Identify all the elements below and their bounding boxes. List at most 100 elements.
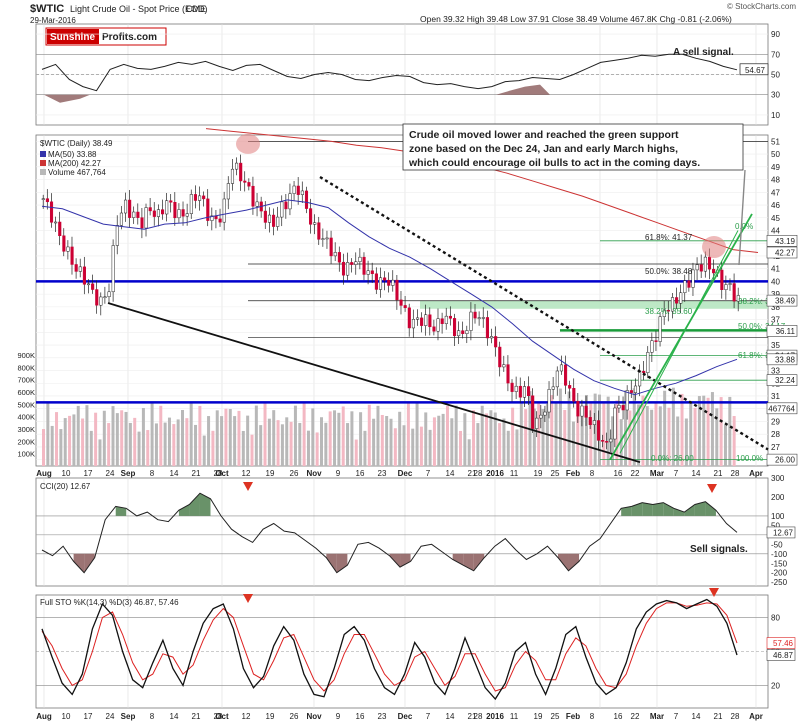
volume-bar — [576, 401, 580, 466]
cci-overbought-fill — [199, 493, 211, 516]
price-x-label: Feb — [566, 469, 580, 478]
candle-body — [621, 405, 625, 411]
price-badge — [766, 246, 798, 259]
rsi-tick-label: 90 — [771, 30, 780, 39]
candle-body — [86, 283, 91, 286]
price-tick-label: 44 — [771, 226, 780, 235]
volume-tick-label: 100K — [17, 450, 35, 459]
candle-body — [333, 252, 337, 257]
header-symbol: $WTIC — [30, 3, 64, 15]
sto-x-label: 19 — [534, 712, 543, 721]
candle-body — [683, 280, 687, 294]
sto-x-label: 21 — [714, 712, 723, 721]
sto-x-label: 16 — [356, 712, 365, 721]
volume-bar — [128, 422, 132, 466]
price-x-label: 14 — [692, 469, 701, 478]
candle-body — [444, 315, 448, 324]
volume-bar — [63, 418, 67, 466]
candle-body — [658, 316, 662, 342]
cci-overbought-fill — [663, 502, 674, 516]
candle-body — [522, 386, 527, 398]
candle-body — [45, 198, 49, 203]
volume-bar — [554, 402, 558, 466]
sto-x-label: 16 — [614, 712, 623, 721]
fib-label: 50.0%: 38.48 — [645, 267, 693, 276]
sto-x-label: 11 — [510, 712, 519, 721]
price-badge — [766, 294, 798, 307]
price-x-label: 14 — [170, 469, 179, 478]
candle-body — [477, 317, 481, 319]
volume-bar — [237, 410, 241, 466]
cci-oversold-fill — [463, 553, 474, 571]
fib-label: 50.0%: 34.17 — [738, 322, 786, 331]
candle-body — [407, 307, 411, 329]
fib-label: 38.2%: 36.11 — [738, 297, 785, 306]
sto-x-label: Aug — [36, 712, 52, 721]
volume-bar — [663, 390, 667, 466]
price-tick-label: 47 — [771, 188, 780, 197]
cci-oversold-fill — [452, 553, 464, 566]
candle-body — [403, 305, 407, 309]
volume-bar — [593, 393, 597, 466]
volume-badge-label: 467764 — [768, 404, 795, 413]
candle-body — [177, 209, 181, 219]
volume-bar — [567, 391, 571, 466]
candle-body — [243, 180, 247, 183]
candle-body — [596, 420, 601, 441]
volume-bar — [728, 396, 732, 466]
price-legend-title: $WTIC (Daily) 38.49 — [40, 139, 113, 148]
price-x-label: 16 — [356, 469, 365, 478]
volume-bar — [102, 410, 106, 466]
logo-part1: Sunshine — [50, 32, 95, 43]
price-tick-label: 45 — [771, 214, 780, 223]
cci-last-badge — [766, 526, 796, 539]
volume-bar — [380, 414, 384, 466]
logo-part2: Profits.com — [102, 32, 157, 43]
candle-body — [461, 330, 465, 334]
sto-x-label: 22 — [631, 712, 640, 721]
volume-bar — [710, 392, 714, 466]
sunshine-profits-logo: Sunshine Profits.com — [45, 27, 167, 46]
candle-body — [152, 210, 156, 217]
header-date: 29-Mar-2016 — [30, 16, 76, 25]
price-x-label: 10 — [62, 469, 71, 478]
price-badge — [766, 234, 798, 247]
logo-red — [47, 29, 99, 44]
cci-oversold-fill — [336, 553, 348, 573]
sto-k-label: 46.87 — [773, 651, 794, 660]
sto-x-label: Mar — [650, 712, 664, 721]
volume-bar — [611, 416, 615, 466]
volume-bar — [89, 430, 93, 466]
candle-body — [292, 185, 296, 194]
cci-oversold-fill — [326, 553, 337, 573]
price-x-label: 21 — [468, 469, 477, 478]
volume-bar — [563, 409, 567, 466]
candle-body — [132, 211, 136, 218]
green-uptrend-line-inner — [619, 230, 739, 454]
cci-oversold-fill — [557, 553, 569, 571]
volume-bar — [228, 409, 232, 466]
volume-bar — [715, 408, 719, 466]
volume-bar — [645, 406, 649, 466]
ma200-legend-swatch — [40, 160, 46, 166]
price-badge-label: 42.27 — [775, 249, 796, 258]
price-x-label: Nov — [306, 469, 322, 478]
volume-bar — [202, 435, 206, 466]
candle-body — [559, 364, 564, 372]
price-tick-label: 51 — [771, 137, 780, 146]
price-x-label: 28 — [731, 469, 740, 478]
fib-label: 38.2%: 35.60 — [645, 307, 693, 316]
volume-bar — [706, 397, 710, 466]
volume-bar — [498, 423, 502, 466]
candle-body — [189, 194, 193, 214]
volume-bar — [393, 428, 397, 466]
fib-label: 100.0% — [736, 454, 763, 463]
price-tick-label: 35 — [771, 341, 780, 350]
volume-bar — [241, 430, 245, 466]
rsi-tick-label: 70 — [771, 50, 780, 59]
volume-tick-label: 400K — [17, 413, 35, 422]
rsi-line — [41, 53, 738, 92]
volume-bar — [189, 403, 193, 466]
volume-bar — [432, 417, 436, 466]
volume-bar — [341, 406, 345, 466]
